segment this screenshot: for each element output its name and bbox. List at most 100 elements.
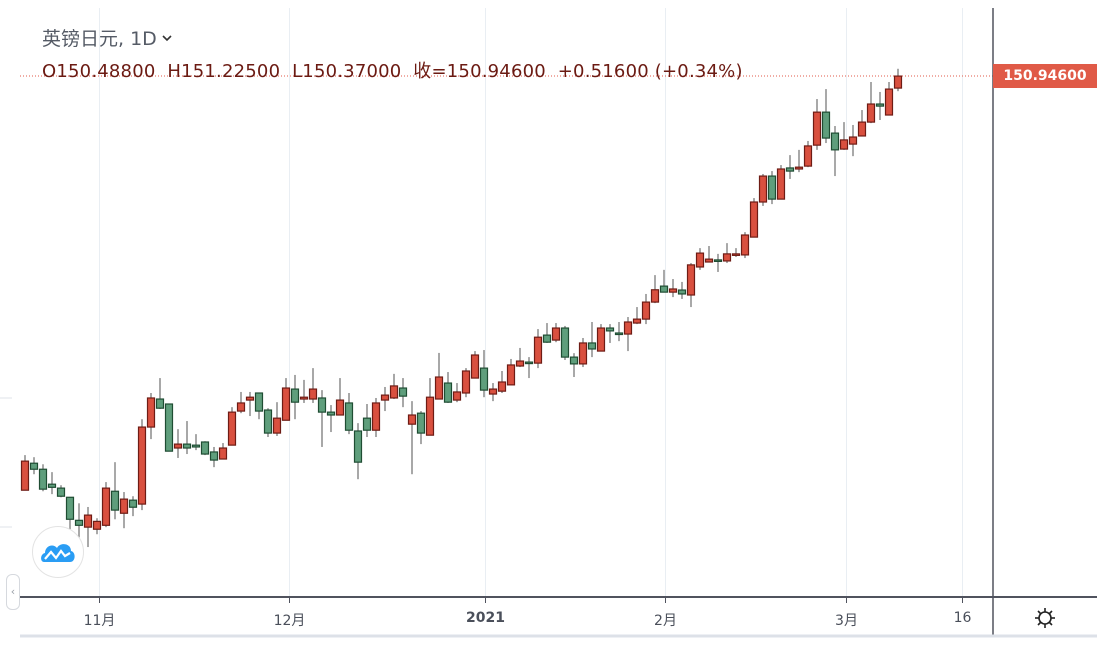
symbol-title[interactable]: 英镑日元, 1D [42,24,743,51]
candle-body [218,447,228,460]
candle-body [812,111,822,146]
open-value: O150.48800 [42,61,156,82]
candle-body [479,367,489,391]
candle-body [677,289,687,295]
candle-body [569,356,579,365]
candle-body [416,412,426,434]
candle-down [443,372,453,403]
candle-up [146,393,156,440]
candle-body [92,520,102,530]
candle-down [164,403,174,452]
candle-up [866,82,876,124]
candle-body [380,394,390,401]
tradingview-cloud-icon[interactable] [32,526,84,578]
legend: 英镑日元, 1D O150.48800 H151.22500 L150.3700… [42,24,743,83]
candle-body [461,370,471,394]
candle-up [740,232,750,259]
candle-body [146,397,156,428]
candle-down [362,404,372,438]
candle-body [695,252,705,268]
candle-up [245,391,255,417]
candle-body [650,289,660,303]
candle-down [713,253,723,272]
candle-up [641,293,651,325]
candle-down [830,126,840,177]
candle-up [839,122,849,150]
chevron-down-icon[interactable] [161,33,173,43]
candle-body [119,498,129,514]
candle-body [749,201,759,238]
candle-down [875,91,885,120]
gear-icon[interactable] [1033,606,1057,630]
candle-up [515,347,525,368]
candle-body [128,499,138,508]
symbol-name: 英镑日元, 1D [42,28,157,50]
candle-up [623,317,633,352]
candle-body [200,441,210,455]
candle-down [560,325,570,360]
candle-up [119,492,129,529]
candle-body [407,414,417,425]
candle-body [83,514,93,528]
candle-body [335,399,345,416]
chevron-left-icon[interactable]: ‹ [6,574,20,610]
candle-up [884,82,894,116]
candle-up [281,378,291,421]
x-axis-ticks [99,597,963,603]
candle-body [515,360,525,367]
candle-up [857,110,867,137]
candle-down [290,374,300,420]
candle-down [263,408,273,438]
candle-up [308,368,318,403]
candle-body [47,483,57,488]
candle-body [875,103,885,107]
candle-body [434,376,444,400]
candle-up [92,518,102,535]
candle-down [29,457,39,475]
candle-up [497,370,507,393]
x-tick-label: 16 [953,610,972,626]
candle-down [398,378,408,408]
candle-down [353,423,363,480]
candle-body [344,402,354,431]
candle-body [65,496,75,520]
candle-up [425,378,435,436]
change-value: +0.51600 (+0.34%) [557,61,743,82]
candle-down [479,350,489,398]
candle-up [461,368,471,398]
candle-down [542,323,552,343]
candle-body [353,430,363,463]
candle-down [65,496,75,532]
candle-body [542,334,552,343]
candle-up [335,378,345,416]
candle-body [551,327,561,341]
candle-up [776,165,786,200]
candle-body [272,417,282,434]
candle-body [74,519,84,526]
candle-body [281,387,291,421]
candle-body [866,103,876,123]
candle-body [533,336,543,364]
high-value: H151.22500 [167,61,281,82]
candle-body [362,417,372,431]
candle-body [794,166,804,170]
last-price-label: 150.94600 [993,64,1097,88]
candle-body [443,382,453,403]
candle-body [632,318,642,324]
candle-up [173,429,183,458]
candle-up [731,248,741,258]
candle-up [848,124,858,157]
candle-body [893,75,903,89]
candle-body [173,443,183,449]
candle-body [101,487,111,526]
candle-body [704,258,714,263]
candle-body [596,327,606,352]
candle-body [722,253,732,262]
candle-down [659,269,669,293]
candle-body [254,392,264,412]
x-tick-label: 2021 [466,610,505,626]
candle-up [704,246,714,263]
candle-down [74,503,84,541]
candle-body [470,354,480,379]
